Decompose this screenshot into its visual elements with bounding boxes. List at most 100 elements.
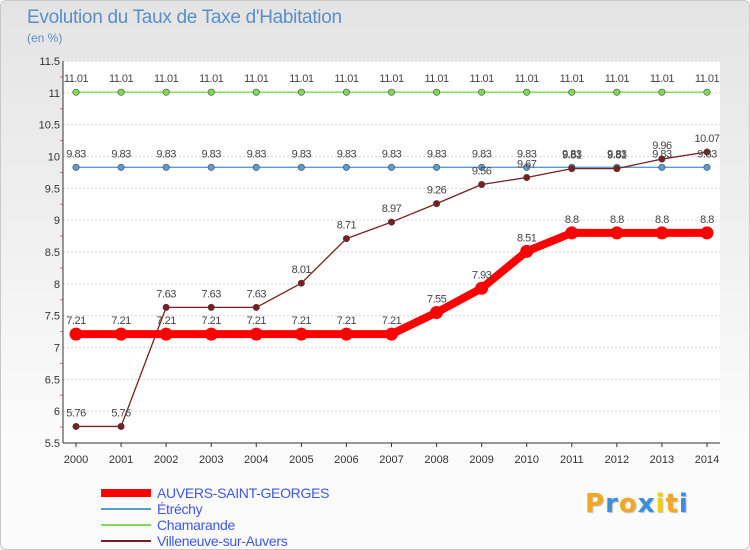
data-point	[433, 88, 441, 96]
data-point	[117, 422, 125, 430]
data-point	[249, 327, 263, 341]
data-label: 11.01	[695, 73, 720, 85]
data-label: 9.83	[111, 148, 131, 160]
x-tick-label: 2008	[424, 454, 448, 466]
data-label: 8.97	[382, 203, 402, 215]
x-tick-label: 2011	[560, 454, 584, 466]
logo-letter: r	[605, 489, 619, 519]
data-point	[658, 155, 666, 163]
data-label: 8.01	[292, 264, 312, 276]
proxiti-logo: Proxiti	[585, 489, 689, 519]
logo-letter: o	[618, 489, 638, 519]
data-label: 7.63	[202, 288, 222, 300]
data-label: 9.81	[562, 150, 582, 162]
data-point	[162, 88, 170, 96]
data-point	[342, 163, 350, 171]
legend-swatch	[101, 524, 151, 526]
data-point	[610, 226, 624, 240]
x-tick-label: 2009	[469, 454, 493, 466]
data-point	[117, 88, 125, 96]
data-point	[475, 281, 489, 295]
logo-letter: i	[655, 489, 666, 519]
y-tick-label: 5.5	[45, 438, 60, 450]
data-point	[72, 88, 80, 96]
data-label: 8.8	[565, 214, 579, 226]
data-label: 11.01	[334, 73, 359, 85]
legend-label: Chamarande	[157, 517, 235, 533]
x-tick-label: 2006	[334, 454, 358, 466]
data-label: 7.21	[202, 315, 222, 327]
data-label: 11.01	[605, 73, 630, 85]
data-point	[117, 163, 125, 171]
data-label: 7.21	[111, 315, 131, 327]
x-tick-label: 2003	[199, 454, 223, 466]
data-point	[114, 327, 128, 341]
y-tick-label: 11.5	[39, 56, 60, 68]
data-point	[703, 148, 711, 156]
data-label: 11.01	[379, 73, 404, 85]
logo-letter: P	[585, 489, 606, 519]
legend-label: Étréchy	[157, 501, 203, 517]
y-tick-label: 10.5	[39, 120, 60, 132]
data-point	[342, 235, 350, 243]
legend-swatch	[101, 489, 151, 497]
y-tick-label: 9	[54, 215, 60, 227]
data-point	[339, 327, 353, 341]
legend-label: Villeneuve-sur-Auvers	[157, 533, 288, 549]
data-point	[523, 163, 531, 171]
data-point	[387, 88, 395, 96]
data-label: 10.07	[694, 133, 719, 145]
data-label: 7.21	[337, 315, 357, 327]
data-point	[204, 327, 218, 341]
data-point	[162, 163, 170, 171]
legend-item: Villeneuve-sur-Auvers	[101, 533, 329, 549]
data-label: 9.83	[607, 148, 627, 160]
data-label: 11.01	[470, 73, 495, 85]
data-point	[613, 165, 621, 173]
data-point	[433, 163, 441, 171]
x-tick-label: 2012	[605, 454, 629, 466]
data-label: 7.21	[247, 315, 267, 327]
data-point	[520, 244, 534, 258]
data-label: 8.8	[700, 214, 714, 226]
data-point	[568, 88, 576, 96]
data-label: 11.01	[515, 73, 540, 85]
data-point	[294, 327, 308, 341]
data-label: 9.96	[652, 140, 672, 152]
legend-label: AUVERS-SAINT-GEORGES	[157, 485, 330, 501]
chart-title: Evolution du Taux de Taxe d'Habitation	[27, 7, 342, 28]
data-point	[252, 303, 260, 311]
legend-item: Étréchy	[101, 501, 329, 517]
chart-subtitle: (en %)	[27, 31, 63, 45]
x-tick-label: 2014	[695, 454, 719, 466]
data-point	[342, 88, 350, 96]
data-point	[387, 163, 395, 171]
data-label: 11.01	[244, 73, 269, 85]
data-label: 5.76	[66, 407, 86, 419]
y-tick-label: 10	[48, 152, 60, 164]
logo-letter: i	[678, 489, 689, 519]
x-tick-label: 2007	[379, 454, 403, 466]
data-point	[700, 226, 714, 240]
data-point	[703, 88, 711, 96]
data-label: 7.21	[66, 315, 86, 327]
logo-letter: t	[665, 489, 679, 519]
x-tick-label: 2013	[650, 454, 674, 466]
data-label: 9.83	[337, 148, 357, 160]
y-tick-label: 6	[54, 406, 60, 418]
data-label: 7.21	[292, 315, 312, 327]
data-label: 9.83	[247, 148, 267, 160]
data-label: 7.63	[247, 288, 267, 300]
data-point	[162, 303, 170, 311]
data-point	[658, 163, 666, 171]
legend-swatch	[101, 508, 151, 510]
data-label: 9.83	[652, 148, 672, 160]
legend-item: Chamarande	[101, 517, 329, 533]
legend-item: AUVERS-SAINT-GEORGES	[101, 485, 329, 501]
data-point	[159, 327, 173, 341]
data-label: 11.01	[424, 73, 449, 85]
data-label: 8.8	[610, 214, 624, 226]
y-tick-label: 7	[54, 343, 60, 355]
data-label: 9.67	[517, 159, 537, 171]
y-tick-label: 7.5	[45, 311, 60, 323]
